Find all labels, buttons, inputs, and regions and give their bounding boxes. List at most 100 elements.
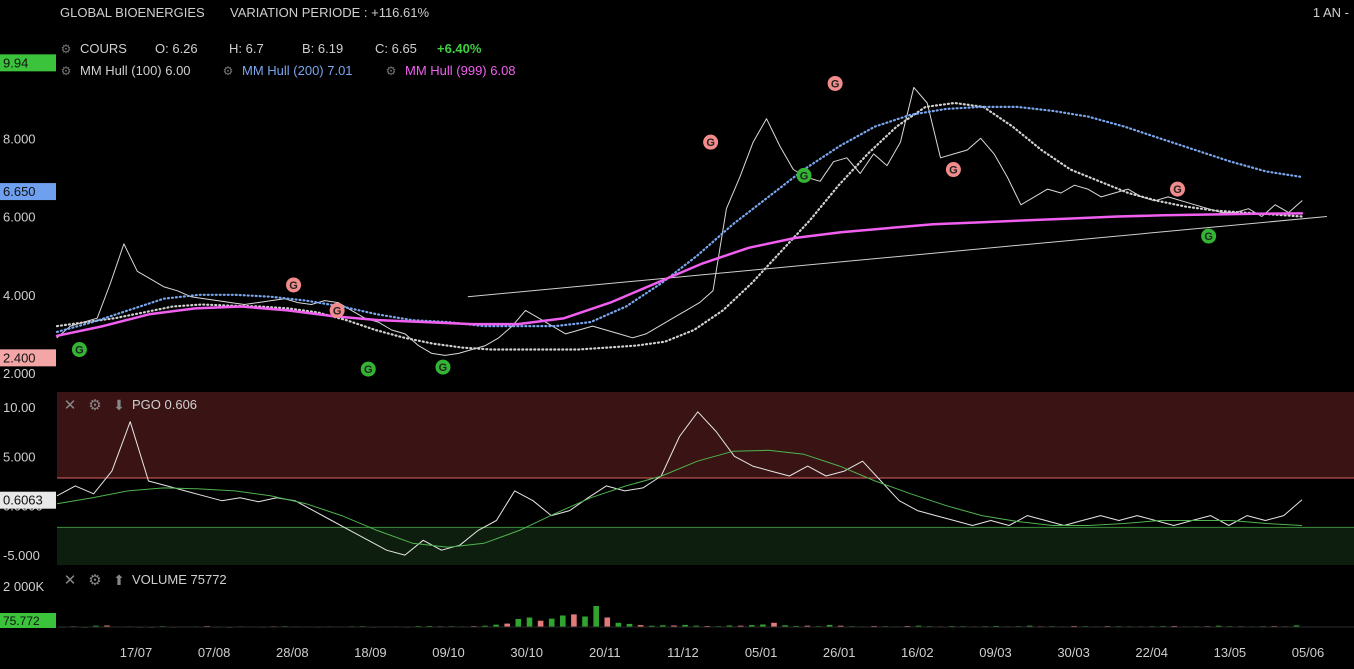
series-cours[interactable] [56, 86, 1303, 356]
signal-up-marker-dot [435, 359, 451, 375]
volume-move-up-icon[interactable]: ⬆ [113, 572, 125, 588]
legend-hull200: MM Hull (200) 7.01 [242, 63, 353, 78]
x-tick-label: 09/10 [432, 645, 465, 660]
volume-marker-badge [0, 613, 56, 628]
trendline[interactable] [467, 216, 1327, 298]
volume-marker-group: 75.772 [0, 613, 56, 628]
x-tick-label: 18/09 [354, 645, 387, 660]
hull200-gear-icon[interactable]: ⚙ [223, 64, 234, 78]
pgo-close-icon[interactable]: ✕ [64, 397, 77, 414]
signal-down-marker[interactable]: G [1170, 181, 1185, 197]
x-tick-label: 09/03 [979, 645, 1012, 660]
period-selector[interactable]: 1 AN - [1313, 5, 1349, 20]
signal-up-marker[interactable]: G [360, 361, 376, 377]
volume-bar [482, 625, 488, 627]
legend-high: H: 6.7 [229, 41, 264, 56]
hull999-gear-icon[interactable]: ⚙ [386, 64, 397, 78]
volume-bar [804, 625, 811, 627]
x-tick-label: 20/11 [589, 645, 621, 660]
x-tick-label: 26/01 [823, 645, 856, 660]
series-mm-hull-200[interactable] [55, 105, 1304, 333]
signal-down-marker[interactable]: G [329, 302, 345, 318]
signal-down-marker[interactable]: G [703, 134, 719, 150]
volume-bar [515, 619, 522, 627]
signal-up-marker[interactable]: G [1201, 228, 1217, 244]
x-tick-label: 30/10 [510, 645, 543, 660]
series-pgo-signal[interactable] [56, 449, 1303, 548]
volume-close-icon[interactable]: ✕ [64, 572, 77, 589]
x-tick-label: 11/12 [667, 645, 699, 660]
signal-down-marker-dot [827, 75, 843, 91]
signal-down-marker-label: G [949, 165, 958, 177]
volume-bar [626, 623, 633, 627]
volume-bar [637, 625, 644, 627]
volume-bar [726, 625, 733, 627]
volume-tick-label: 2 000K [3, 579, 45, 594]
volume-bar [560, 615, 566, 627]
pgo-marker-label: 0.6063 [3, 493, 43, 508]
cours-gear-icon[interactable]: ⚙ [61, 42, 72, 56]
pgo-series-group [56, 411, 1303, 556]
signal-up-marker-dot [1201, 228, 1217, 244]
trendline-group [467, 216, 1327, 298]
x-tick-label: 22/04 [1135, 645, 1168, 660]
volume-bar [493, 624, 499, 627]
price-tick-label: 6.000 [3, 210, 36, 225]
hull100-gear-icon[interactable]: ⚙ [61, 64, 72, 78]
signal-up-marker[interactable]: G [435, 359, 451, 375]
volume-bar [526, 617, 533, 627]
signal-up-marker[interactable]: G [796, 167, 812, 183]
pgo-tick-label: 5.000 [3, 449, 36, 464]
x-tick-label: 30/03 [1057, 645, 1090, 660]
volume-bar [915, 625, 922, 627]
signal-markers-group: G G G G G G G G G G G [71, 75, 1217, 377]
series-mm-hull-100[interactable] [55, 101, 1304, 351]
volume-bar [504, 623, 510, 627]
volume-bar [93, 625, 99, 627]
volume-bar [837, 625, 844, 627]
volume-bar [571, 614, 577, 627]
volume-bar [693, 625, 699, 627]
series-mm-hull-999[interactable] [55, 212, 1304, 338]
volume-bar [1293, 625, 1300, 627]
x-tick-label: 16/02 [901, 645, 934, 660]
signal-up-marker-label: G [439, 362, 448, 374]
pgo-marker-badge [0, 491, 56, 509]
pgo-marker-group: 0.6063 [0, 491, 56, 509]
signal-up-marker-dot [360, 361, 376, 377]
signal-down-marker-dot [286, 277, 302, 293]
signal-down-marker[interactable]: G [945, 162, 961, 178]
x-tick-label: 05/06 [1292, 645, 1325, 660]
pgo-move-down-icon[interactable]: ⬇ [113, 397, 125, 413]
volume-bars-group [57, 606, 1354, 628]
pgo-gear-icon[interactable]: ⚙ [88, 397, 101, 414]
x-tick-label: 28/08 [276, 645, 309, 660]
legend-low: B: 6.19 [302, 41, 343, 56]
volume-bar [760, 624, 766, 627]
signal-down-marker[interactable]: G [827, 75, 843, 91]
x-tick-label: 07/08 [198, 645, 231, 660]
signal-up-marker-label: G [364, 364, 373, 376]
price-marker-label: 6.650 [3, 184, 36, 199]
legend-change: +6.40% [437, 41, 482, 56]
volume-bar [782, 625, 788, 627]
series-pgo[interactable] [56, 411, 1303, 556]
price-marker-label: 2.400 [3, 350, 36, 365]
legend-open: O: 6.26 [155, 41, 198, 56]
pgo-overbought-zone [57, 392, 1354, 478]
volume-marker-label: 75.772 [3, 614, 40, 628]
x-tick-label: 05/01 [745, 645, 778, 660]
volume-bar [593, 606, 599, 627]
signal-down-marker-label: G [831, 78, 840, 90]
price-tick-label: 8.000 [3, 131, 36, 146]
signal-up-marker[interactable]: G [71, 342, 87, 358]
volume-gear-icon[interactable]: ⚙ [88, 572, 101, 589]
volume-bar [648, 625, 655, 627]
volume-bar [615, 622, 622, 627]
signal-down-marker[interactable]: G [286, 277, 302, 293]
signal-down-marker-dot [945, 162, 961, 178]
signal-down-marker-dot [1170, 181, 1185, 197]
